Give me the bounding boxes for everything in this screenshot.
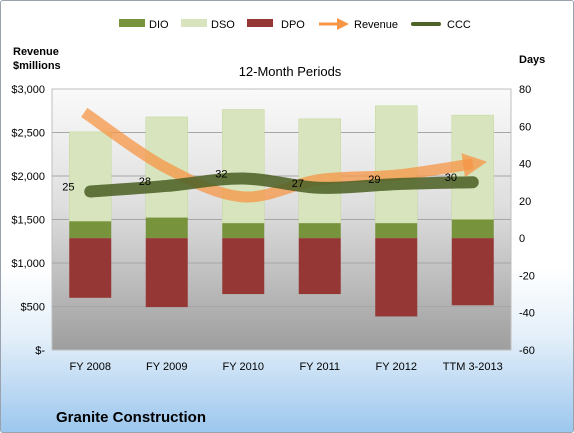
bar-dpo (222, 238, 265, 295)
left-tick-label: $2,500 (11, 128, 45, 140)
left-axis-ticks: $- $500 $1,000 $1,500 $2,000 $2,500 $3,000 (11, 84, 45, 357)
legend-label-ccc: CCC (447, 19, 471, 31)
legend-label-revenue: Revenue (354, 19, 398, 31)
left-tick-label: $2,000 (11, 171, 45, 183)
bar-dio (375, 223, 418, 239)
bar-dpo (298, 238, 341, 295)
legend-label-dso: DSO (211, 19, 235, 31)
chart-title: 12-Month Periods (239, 64, 342, 79)
bar-dio (145, 217, 188, 239)
right-tick-label: 0 (519, 233, 525, 245)
legend-label-dio: DIO (149, 19, 169, 31)
right-tick-label: 60 (519, 121, 531, 133)
ccc-data-label: 28 (139, 176, 151, 188)
legend-swatch-dio (119, 19, 145, 27)
bar-dio (222, 223, 265, 239)
legend: DIO DSO DPO Revenue CCC (119, 18, 471, 31)
x-tick-label: FY 2010 (223, 361, 264, 373)
bar-dio (451, 219, 494, 239)
x-tick-label: FY 2009 (146, 361, 187, 373)
right-tick-label: 80 (519, 84, 531, 96)
bar-dpo (145, 238, 188, 308)
gridlines (52, 132, 511, 307)
right-tick-label: 20 (519, 196, 531, 208)
bar-dpo (451, 238, 494, 306)
x-axis-ticks: FY 2008 FY 2009 FY 2010 FY 2011 FY 2012 TTM 3… (70, 361, 503, 373)
revenue-line (81, 107, 488, 203)
left-tick-label: $3,000 (11, 84, 45, 96)
x-tick-label: TTM 3-2013 (443, 361, 503, 373)
legend-label-dpo: DPO (281, 19, 305, 31)
bar-dso (222, 109, 265, 224)
left-tick-label: $- (35, 345, 45, 357)
left-tick-label: $1,000 (11, 258, 45, 270)
ccc-data-label: 32 (215, 168, 227, 180)
x-tick-label: FY 2011 (299, 361, 340, 373)
right-tick-label: -20 (519, 270, 535, 282)
ccc-data-label: 29 (368, 174, 380, 186)
legend-arrow-revenue-icon (337, 18, 349, 30)
bar-dso (69, 131, 112, 222)
left-tick-label: $500 (21, 302, 45, 314)
ccc-data-label: 27 (292, 178, 304, 190)
bar-dio (298, 223, 341, 239)
bar-dpo (375, 238, 418, 317)
bar-dso (298, 118, 341, 224)
left-axis-title-line1: Revenue (13, 46, 59, 58)
right-tick-label: -40 (519, 308, 535, 320)
legend-swatch-dpo (247, 19, 273, 27)
bar-dio (69, 221, 112, 239)
x-tick-label: FY 2008 (70, 361, 111, 373)
legend-swatch-dso (181, 19, 207, 27)
left-axis-title-line2: $millions (13, 60, 61, 72)
left-tick-label: $1,500 (11, 215, 45, 227)
ccc-line (84, 172, 479, 198)
line-group (81, 107, 488, 203)
bar-group (69, 105, 494, 317)
right-tick-label: -60 (519, 345, 535, 357)
ccc-data-labels: 25 28 32 27 29 30 (62, 168, 457, 193)
bar-dpo (69, 238, 112, 298)
right-axis-title: Days (519, 54, 545, 66)
right-tick-label: 40 (519, 159, 531, 171)
ccc-data-label: 25 (62, 182, 74, 194)
x-tick-label: FY 2012 (376, 361, 417, 373)
company-name: Granite Construction (56, 409, 206, 426)
right-axis-ticks: -60 -40 -20 0 20 40 60 80 (519, 84, 535, 357)
bar-dso (375, 105, 418, 224)
ccc-data-label: 30 (445, 172, 457, 184)
